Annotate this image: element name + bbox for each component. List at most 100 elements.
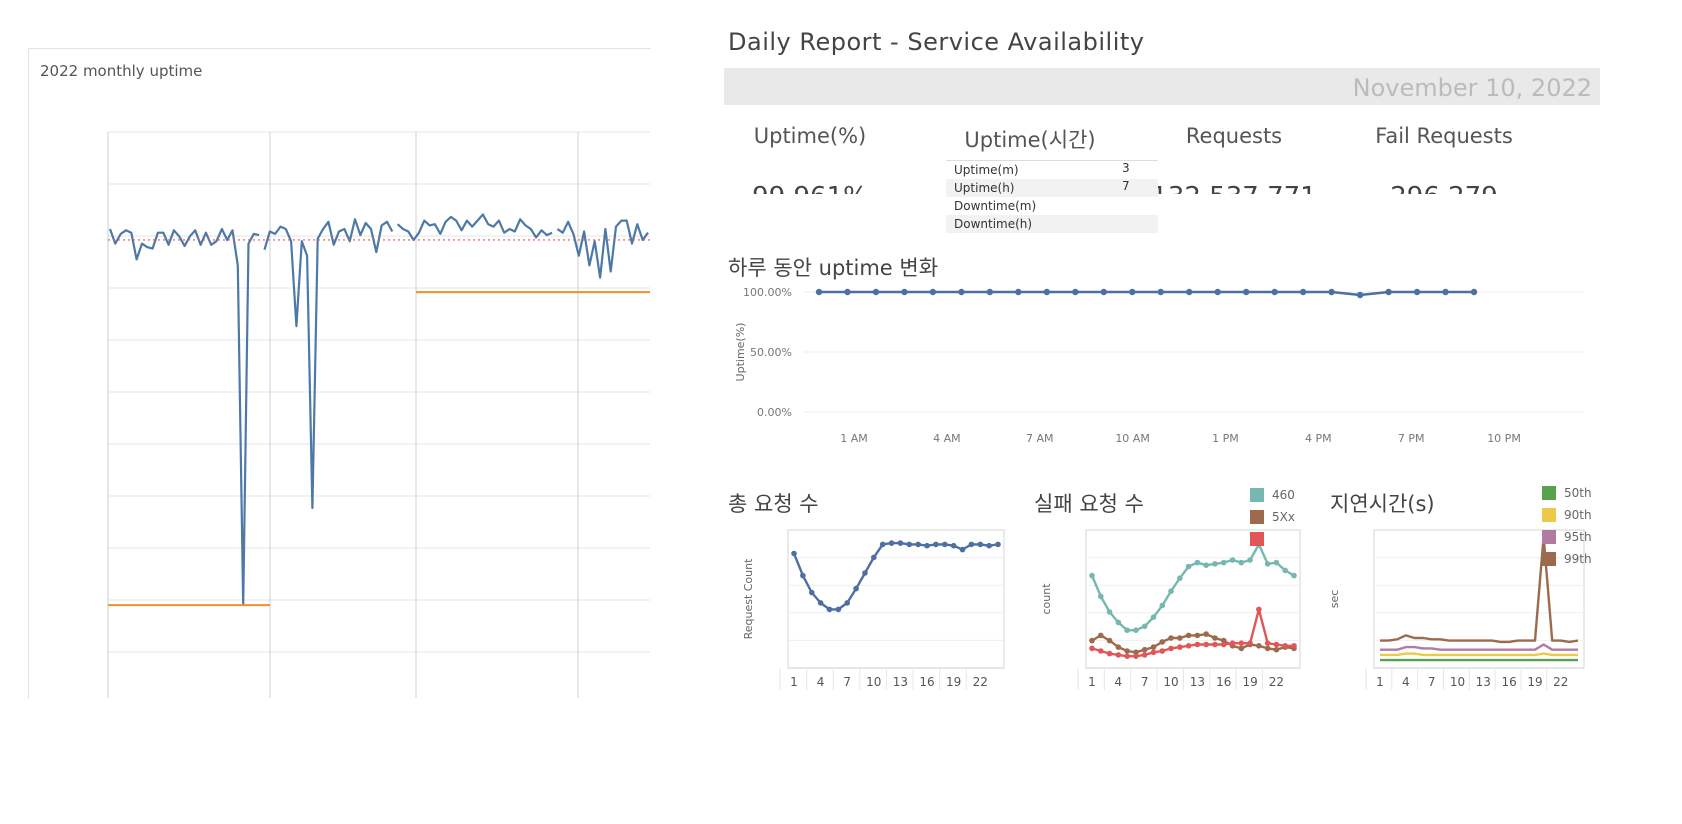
- series-point: [906, 541, 913, 548]
- legend-swatch: [1542, 530, 1556, 544]
- series-point: [1159, 648, 1166, 654]
- x-tick-label: 22: [1553, 675, 1568, 689]
- y-axis-label: Uptime(%): [734, 323, 747, 382]
- kpi-requests-value: 132,537,771: [1124, 178, 1344, 194]
- daily-uptime-point: [1072, 288, 1079, 296]
- series-point: [1264, 640, 1271, 646]
- daily-uptime-point: [1015, 288, 1022, 296]
- series-point: [1282, 643, 1289, 649]
- tooltip-label: Downtime(m): [954, 199, 1037, 213]
- tooltip-row-bg: [946, 179, 1158, 197]
- daily-uptime-point: [1470, 288, 1478, 296]
- series-point: [1124, 627, 1130, 633]
- series-point: [1247, 557, 1253, 563]
- daily-uptime-point: [1413, 288, 1421, 296]
- series-point: [1115, 644, 1122, 650]
- x-tick-label: 13: [1476, 675, 1491, 689]
- x-tick-label: 7: [1428, 675, 1436, 689]
- series-point: [800, 572, 806, 579]
- tooltip-row-bg: [946, 215, 1158, 233]
- series-point: [888, 540, 895, 546]
- series-point: [1097, 632, 1104, 639]
- legend-swatch: [1542, 486, 1556, 500]
- series-line: [1380, 643, 1578, 651]
- tooltip-label: Uptime(h): [954, 181, 1015, 195]
- series-point: [933, 541, 939, 548]
- x-tick-label: 19: [946, 675, 961, 689]
- series-point: [1273, 559, 1280, 566]
- series-point: [1212, 561, 1218, 567]
- y-axis-label: Request Count: [742, 558, 755, 640]
- daily-uptime-point: [815, 288, 823, 296]
- legend-label: 50th: [1564, 486, 1592, 500]
- x-tick-label: 19: [1242, 675, 1257, 689]
- series-point: [1220, 637, 1227, 644]
- series-point: [1106, 609, 1113, 615]
- legend-swatch: [1250, 532, 1264, 546]
- series-point: [1159, 602, 1166, 609]
- series-point: [1089, 645, 1095, 652]
- series-point: [1150, 649, 1157, 656]
- series-point: [941, 541, 948, 548]
- series-point: [1247, 640, 1253, 646]
- series-point: [1264, 645, 1271, 652]
- uptime-series-line: [396, 213, 553, 242]
- series-point: [1159, 639, 1166, 645]
- uptime-series-line: [108, 227, 260, 607]
- series-point: [1238, 559, 1245, 566]
- series-point: [1291, 643, 1297, 649]
- series-point: [897, 540, 904, 546]
- series-point: [1282, 567, 1289, 574]
- series-point: [1097, 593, 1104, 600]
- series-point: [1124, 653, 1130, 659]
- series-point: [1115, 652, 1122, 658]
- uptime-series-line: [556, 219, 649, 279]
- x-tick-label: 10: [866, 675, 881, 689]
- series-point: [1115, 619, 1122, 626]
- series-point: [1212, 635, 1218, 641]
- series-point: [1185, 563, 1192, 570]
- series-line: [792, 541, 999, 611]
- legend-swatch: [1542, 552, 1556, 566]
- x-tick-label: 22: [1269, 675, 1284, 689]
- series-point: [1133, 653, 1139, 659]
- daily-uptime-point: [986, 288, 994, 296]
- daily-uptime-point: [958, 288, 965, 296]
- series-point: [959, 546, 966, 553]
- daily-uptime-point: [1271, 288, 1278, 296]
- series-point: [1168, 645, 1174, 652]
- x-tick-label: 4: [817, 675, 825, 689]
- series-point: [1203, 631, 1209, 637]
- x-tick-label: 7: [1141, 675, 1149, 689]
- daily-uptime-point: [1242, 288, 1250, 296]
- x-tick-label: 4 AM: [933, 432, 961, 445]
- series-point: [1220, 559, 1227, 566]
- x-tick-label: 1 PM: [1212, 432, 1239, 445]
- x-tick-label: 10: [1163, 675, 1178, 689]
- series-point: [1238, 640, 1245, 646]
- daily-uptime-point: [1328, 288, 1335, 296]
- total-requests-title: 총 요청 수: [728, 492, 819, 516]
- daily-uptime-point: [1214, 288, 1221, 296]
- series-point: [1203, 562, 1209, 568]
- y-tick-label: 0.00%: [757, 406, 792, 419]
- y-tick-label: 100.00%: [743, 286, 792, 299]
- series-point: [1238, 645, 1245, 652]
- plot-frame: [787, 529, 1005, 669]
- kpi-fail-requests-label: Fail Requests: [1375, 124, 1513, 148]
- series-point: [977, 541, 984, 548]
- legend-label: 90th: [1564, 508, 1592, 522]
- series-point: [1212, 641, 1218, 648]
- kpi-uptime-percent-value: 99.961%: [700, 178, 920, 194]
- x-tick-label: 22: [973, 675, 988, 689]
- x-tick-label: 10 PM: [1487, 432, 1521, 445]
- daily-uptime-point: [1043, 288, 1051, 296]
- x-tick-label: 10 AM: [1115, 432, 1150, 445]
- report-date: November 10, 2022: [1352, 74, 1592, 102]
- x-tick-label: 1: [1376, 675, 1384, 689]
- series-point: [1141, 646, 1148, 653]
- series-point: [1168, 635, 1174, 641]
- series-point: [1150, 614, 1157, 620]
- x-tick-label: 4 PM: [1305, 432, 1332, 445]
- series-point: [1220, 641, 1227, 648]
